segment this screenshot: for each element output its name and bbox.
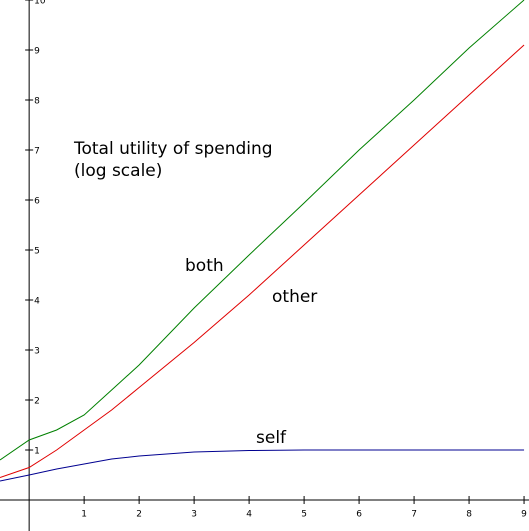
x-tick-label: 3 <box>191 510 197 520</box>
y-tick-label: 8 <box>34 97 40 107</box>
x-tick-label: 8 <box>466 510 472 520</box>
y-tick-label: 6 <box>34 197 40 207</box>
y-tick-label: 2 <box>34 397 40 407</box>
y-tick-label: 7 <box>34 147 40 157</box>
x-tick-label: 1 <box>81 510 87 520</box>
y-tick-label: 3 <box>34 347 40 357</box>
x-tick-label: 4 <box>246 510 252 520</box>
series-label: self <box>256 428 287 448</box>
series-line <box>0 0 525 461</box>
series-label: both <box>185 256 224 276</box>
y-tick-label: 1 <box>34 447 40 457</box>
series-label: other <box>272 287 317 307</box>
series-line <box>0 44 525 478</box>
series-line <box>0 449 525 482</box>
y-tick-label: 9 <box>34 47 40 57</box>
x-tick-label: 9 <box>521 510 527 520</box>
y-tick-label: 4 <box>34 297 40 307</box>
x-tick-label: 6 <box>356 510 362 520</box>
x-tick-label: 7 <box>411 510 417 520</box>
y-tick-label: 5 <box>34 247 40 257</box>
x-tick-label: 2 <box>136 510 142 520</box>
chart-subtitle: (log scale) <box>74 161 162 181</box>
chart-title: Total utility of spending <box>73 139 273 159</box>
x-tick-label: 5 <box>301 510 307 520</box>
y-tick-label: 10 <box>34 0 46 7</box>
